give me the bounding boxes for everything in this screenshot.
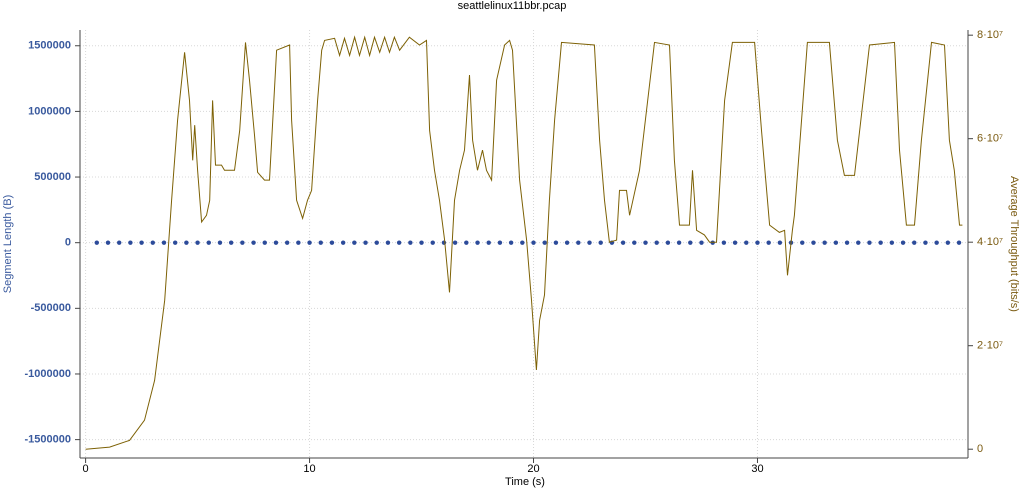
segment-point: [900, 240, 906, 245]
y2-tick-label: 0: [977, 443, 983, 455]
segment-point: [699, 240, 704, 245]
segment-point: [811, 240, 816, 245]
segment-point: [676, 240, 682, 245]
segment-point: [139, 240, 144, 245]
y2-tick-label: 6·10⁷: [977, 133, 1003, 145]
segment-point: [755, 240, 760, 245]
segment-point: [945, 240, 951, 245]
segment-point: [632, 240, 637, 245]
segment-point: [688, 240, 693, 245]
x-tick-label: 20: [527, 463, 539, 475]
segment-point: [844, 240, 850, 245]
segment-point: [923, 240, 928, 245]
segment-point: [587, 240, 592, 245]
segment-point: [654, 240, 659, 245]
segment-point: [777, 240, 783, 245]
segment-point: [856, 240, 861, 245]
segment-point: [822, 240, 827, 245]
segment-point: [531, 240, 536, 245]
segment-point: [486, 240, 491, 245]
segment-point: [228, 240, 234, 245]
y-tick-label: -1000000: [25, 368, 72, 380]
x-axis-label: Time (s): [505, 476, 545, 488]
segment-point: [497, 240, 503, 245]
segment-point: [116, 240, 122, 245]
segment-point: [934, 240, 939, 245]
segment-point: [352, 240, 357, 245]
segment-point: [128, 240, 133, 245]
y-axis-label: Segment Length (B): [2, 195, 14, 293]
x-tick-label: 30: [751, 463, 763, 475]
segment-point: [878, 240, 883, 245]
y2-tick-label: 4·10⁷: [977, 236, 1003, 248]
segment-point: [184, 240, 189, 245]
segment-point: [665, 240, 671, 245]
segment-point: [889, 240, 895, 245]
segment-point: [520, 240, 525, 245]
segment-point: [867, 240, 872, 245]
segment-point: [833, 240, 839, 245]
segment-point: [912, 240, 917, 245]
x-tick-label: 0: [83, 463, 89, 475]
segment-point: [576, 240, 581, 245]
segment-point: [284, 240, 290, 245]
segment-point: [217, 240, 223, 245]
segment-point: [94, 240, 99, 245]
segment-point: [150, 240, 155, 245]
segment-point: [385, 240, 391, 245]
segment-point: [251, 240, 256, 245]
segment-point: [475, 240, 480, 245]
y2-axis-label: Average Throughput (bits/s): [1008, 176, 1020, 312]
segment-point: [296, 240, 301, 245]
segment-point: [105, 240, 111, 245]
y-tick-label: -1500000: [25, 434, 72, 446]
segment-point: [564, 240, 570, 245]
segment-point: [766, 240, 771, 245]
segment-point: [419, 240, 424, 245]
segment-point: [800, 240, 805, 245]
chart-title: seattlelinux11bbr.pcap: [458, 0, 567, 12]
segment-point: [340, 240, 346, 245]
segment-point: [329, 240, 335, 245]
segment-point: [161, 240, 167, 245]
y-tick-label: -500000: [31, 302, 71, 314]
segment-point: [744, 240, 749, 245]
segment-point: [598, 240, 603, 245]
segment-point: [374, 240, 379, 245]
segment-point: [396, 240, 402, 245]
segment-point: [363, 240, 368, 245]
segment-point: [262, 240, 267, 245]
x-tick-label: 10: [303, 463, 315, 475]
segment-point: [542, 240, 547, 245]
segment-point: [240, 240, 245, 245]
y-tick-label: 1000000: [28, 105, 71, 117]
y-tick-label: 500000: [34, 171, 71, 183]
segment-point: [195, 240, 200, 245]
segment-point: [172, 240, 178, 245]
segment-point: [643, 240, 648, 245]
segment-point: [430, 240, 435, 245]
segment-point: [452, 240, 458, 245]
throughput-line: [85, 35, 963, 450]
segment-point: [408, 240, 413, 245]
segment-point: [273, 240, 279, 245]
segment-point: [732, 240, 738, 245]
segment-point: [464, 240, 469, 245]
segment-point: [508, 240, 514, 245]
segment-point: [721, 240, 727, 245]
y2-tick-label: 8·10⁷: [977, 29, 1003, 41]
y-tick-label: 0: [65, 237, 71, 249]
y2-tick-label: 2·10⁷: [977, 340, 1003, 352]
segment-point: [620, 240, 626, 245]
segment-point: [553, 240, 559, 245]
y-tick-label: 1500000: [28, 40, 71, 52]
segment-point: [307, 240, 312, 245]
segment-point: [956, 240, 962, 245]
segment-point: [206, 240, 211, 245]
segment-point: [318, 240, 323, 245]
